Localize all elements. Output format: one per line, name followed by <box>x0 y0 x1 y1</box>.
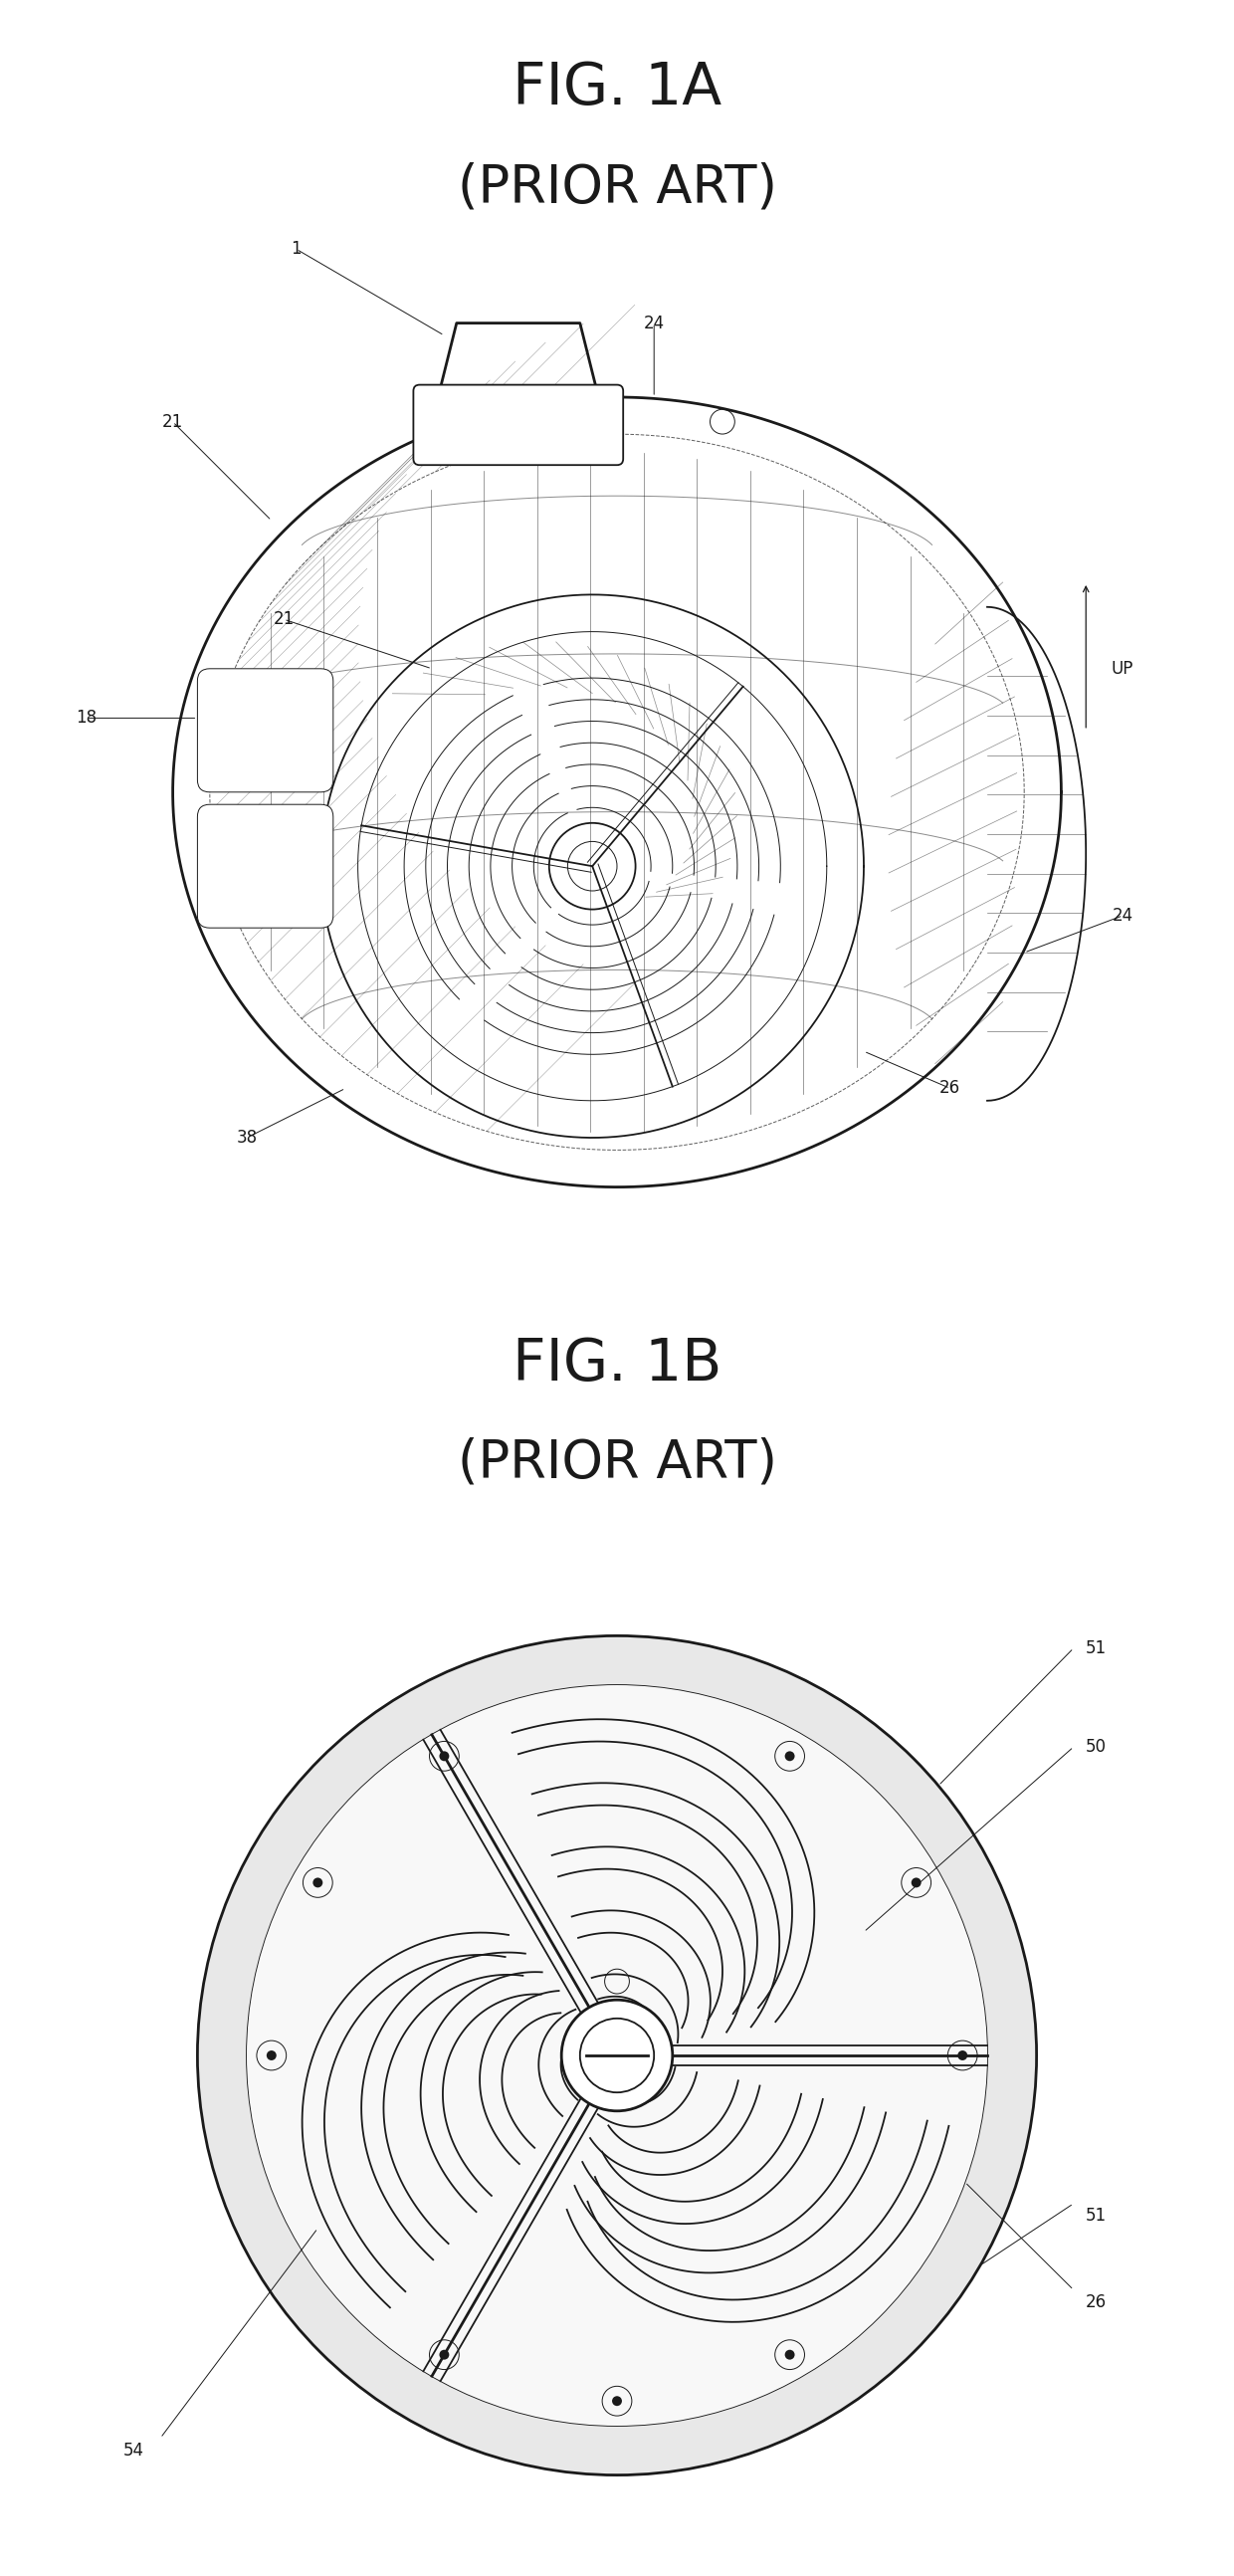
Text: FIG. 1A: FIG. 1A <box>512 59 722 116</box>
Text: 54: 54 <box>123 2442 144 2460</box>
FancyBboxPatch shape <box>197 670 333 791</box>
Text: 21: 21 <box>273 611 295 629</box>
Circle shape <box>313 1878 323 1888</box>
Text: 51: 51 <box>1086 1638 1107 1656</box>
Circle shape <box>785 1752 795 1762</box>
FancyBboxPatch shape <box>197 804 333 927</box>
Circle shape <box>439 1752 449 1762</box>
Text: 18: 18 <box>75 708 97 726</box>
Text: 26: 26 <box>1086 2293 1107 2311</box>
Text: 51: 51 <box>1086 2208 1107 2226</box>
Text: 50: 50 <box>1086 1739 1107 1757</box>
Text: FIG. 1B: FIG. 1B <box>512 1337 722 1394</box>
Text: (PRIOR ART): (PRIOR ART) <box>458 1437 776 1489</box>
Text: 24: 24 <box>643 314 665 332</box>
Text: 1: 1 <box>291 240 301 258</box>
Text: 21: 21 <box>162 412 184 430</box>
Text: 24: 24 <box>1112 907 1134 925</box>
Circle shape <box>958 2050 967 2061</box>
Text: 26: 26 <box>939 1079 961 1097</box>
Circle shape <box>247 1685 987 2427</box>
Circle shape <box>612 2396 622 2406</box>
Circle shape <box>267 2050 276 2061</box>
Text: UP: UP <box>1111 659 1133 677</box>
Circle shape <box>911 1878 921 1888</box>
Text: 38: 38 <box>236 1128 258 1146</box>
Circle shape <box>439 2349 449 2360</box>
Circle shape <box>785 2349 795 2360</box>
Circle shape <box>197 1636 1037 2476</box>
Text: (PRIOR ART): (PRIOR ART) <box>458 162 776 214</box>
FancyBboxPatch shape <box>413 384 623 466</box>
Circle shape <box>561 1999 673 2110</box>
